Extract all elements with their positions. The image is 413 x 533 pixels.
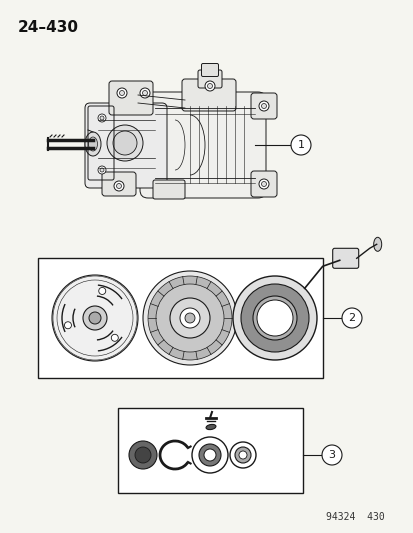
FancyBboxPatch shape [140,92,266,198]
Circle shape [238,451,247,459]
Circle shape [99,287,105,294]
FancyBboxPatch shape [250,171,276,197]
Circle shape [107,125,142,161]
Circle shape [140,88,150,98]
Circle shape [52,275,138,361]
Circle shape [114,181,124,191]
FancyBboxPatch shape [182,79,235,111]
FancyBboxPatch shape [102,172,136,196]
Circle shape [113,131,137,155]
Circle shape [341,308,361,328]
Ellipse shape [373,237,381,251]
Text: 94324  430: 94324 430 [325,512,384,522]
Circle shape [116,183,121,189]
Circle shape [147,276,231,360]
Circle shape [230,442,255,468]
Circle shape [261,103,266,109]
FancyBboxPatch shape [250,93,276,119]
Circle shape [119,91,124,95]
Circle shape [233,276,316,360]
Text: 2: 2 [348,313,355,323]
Circle shape [261,182,266,187]
Circle shape [192,437,228,473]
Bar [118,408,302,493]
Text: 1: 1 [297,140,304,150]
Circle shape [259,101,268,111]
Circle shape [83,306,107,330]
Ellipse shape [88,137,97,151]
Circle shape [100,116,104,120]
Circle shape [98,114,106,122]
Circle shape [117,88,127,98]
FancyBboxPatch shape [197,70,221,88]
Circle shape [180,308,199,328]
Circle shape [89,312,101,324]
Circle shape [156,284,223,352]
Ellipse shape [85,132,101,156]
Bar [38,258,322,378]
Circle shape [142,271,236,365]
Circle shape [207,84,212,88]
Text: 24–430: 24–430 [18,20,79,35]
Circle shape [185,313,195,323]
Circle shape [100,168,104,172]
Circle shape [135,447,151,463]
Circle shape [204,81,214,91]
Circle shape [199,444,221,466]
Circle shape [98,166,106,174]
Circle shape [170,298,209,338]
Text: 3: 3 [328,450,335,460]
Circle shape [111,334,118,341]
Circle shape [256,300,292,336]
Circle shape [321,445,341,465]
Circle shape [204,449,216,461]
Circle shape [235,447,250,463]
FancyBboxPatch shape [85,103,166,188]
FancyBboxPatch shape [109,81,153,115]
Circle shape [259,179,268,189]
Circle shape [129,441,157,469]
FancyBboxPatch shape [332,248,358,268]
Circle shape [240,284,308,352]
FancyBboxPatch shape [201,63,218,77]
Circle shape [290,135,310,155]
Circle shape [142,91,147,95]
FancyBboxPatch shape [153,180,185,199]
Ellipse shape [206,424,216,430]
Circle shape [252,296,296,340]
Circle shape [64,322,71,329]
